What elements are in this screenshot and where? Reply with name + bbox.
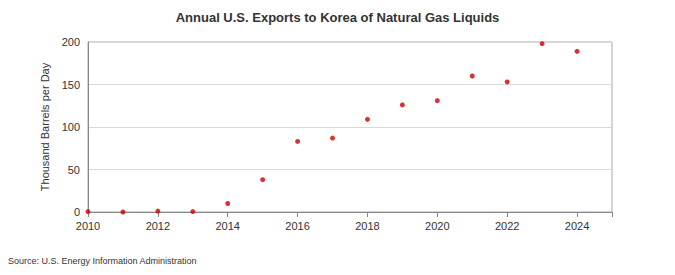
svg-text:50: 50 xyxy=(68,164,80,176)
svg-text:Thousand Barrels per Day: Thousand Barrels per Day xyxy=(39,62,51,191)
svg-text:2022: 2022 xyxy=(495,220,519,232)
svg-text:2020: 2020 xyxy=(425,220,449,232)
svg-text:2018: 2018 xyxy=(355,220,379,232)
svg-text:2010: 2010 xyxy=(76,220,100,232)
svg-text:2016: 2016 xyxy=(285,220,309,232)
svg-text:100: 100 xyxy=(62,121,80,133)
svg-text:2014: 2014 xyxy=(215,220,239,232)
svg-text:2012: 2012 xyxy=(146,220,170,232)
svg-text:Source: U.S. Energy Informatio: Source: U.S. Energy Information Administ… xyxy=(8,256,197,266)
svg-text:200: 200 xyxy=(62,36,80,48)
svg-text:Annual U.S. Exports to Korea o: Annual U.S. Exports to Korea of Natural … xyxy=(176,10,500,25)
svg-text:0: 0 xyxy=(74,206,80,218)
svg-text:150: 150 xyxy=(62,79,80,91)
svg-text:2024: 2024 xyxy=(565,220,589,232)
